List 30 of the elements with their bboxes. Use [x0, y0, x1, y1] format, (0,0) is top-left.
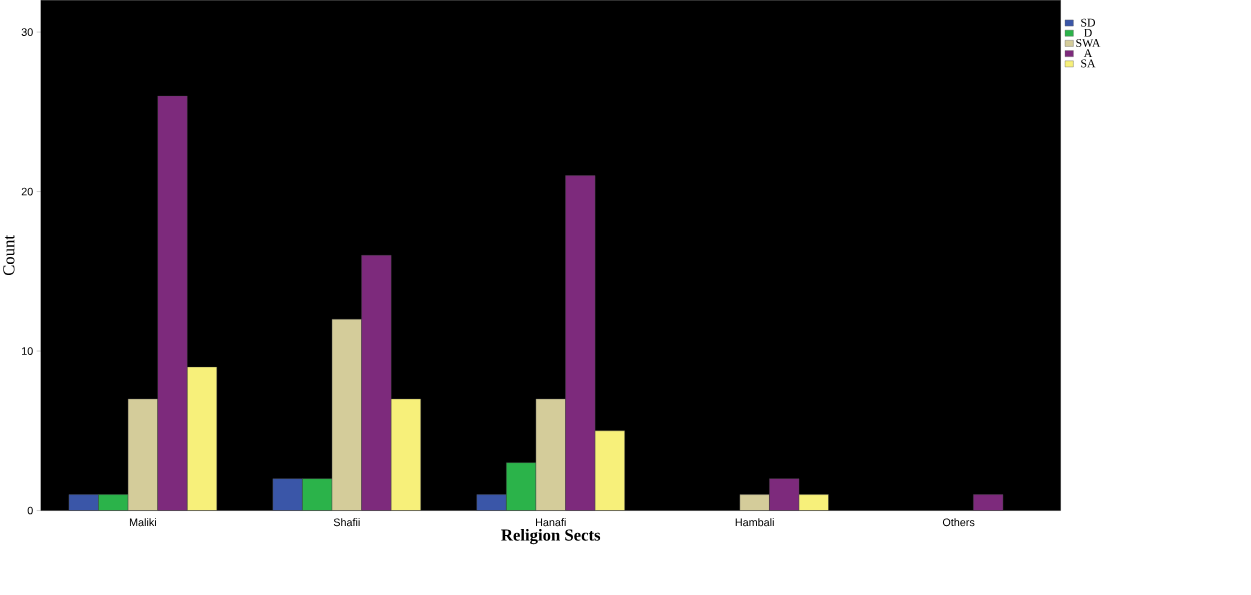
legend-label: SWA: [1076, 39, 1101, 47]
bar: [769, 478, 800, 511]
y-axis-title: Count: [3, 235, 15, 276]
bar: [535, 398, 566, 511]
bar: [302, 478, 333, 511]
legend-label: SD: [1081, 18, 1096, 27]
bar: [127, 398, 158, 511]
y-tick-label: 20: [21, 187, 33, 196]
bar: [361, 255, 392, 511]
bar: [506, 462, 537, 511]
x-tick-label: Hambali: [735, 518, 774, 527]
x-tick-label: Shafii: [333, 518, 360, 527]
legend-label: A: [1083, 49, 1093, 58]
legend-label: SA: [1081, 59, 1096, 68]
bar: [187, 366, 217, 511]
bar: [476, 494, 507, 511]
x-tick-label: Maliki: [129, 518, 156, 527]
bar: [331, 318, 362, 511]
y-tick-label: 10: [22, 347, 33, 355]
bar: [272, 478, 303, 511]
x-tick-label: Hanafi: [536, 518, 566, 527]
bar: [594, 430, 625, 511]
bar: [157, 95, 188, 511]
legend-label: D: [1084, 28, 1092, 37]
bar: [390, 398, 421, 511]
y-tick-label: 30: [21, 28, 33, 36]
x-tick-label: Others: [942, 518, 975, 527]
bar: [565, 175, 596, 511]
y-tick-label: 0: [27, 506, 33, 515]
x-axis-title: Religion Sects: [501, 528, 601, 545]
